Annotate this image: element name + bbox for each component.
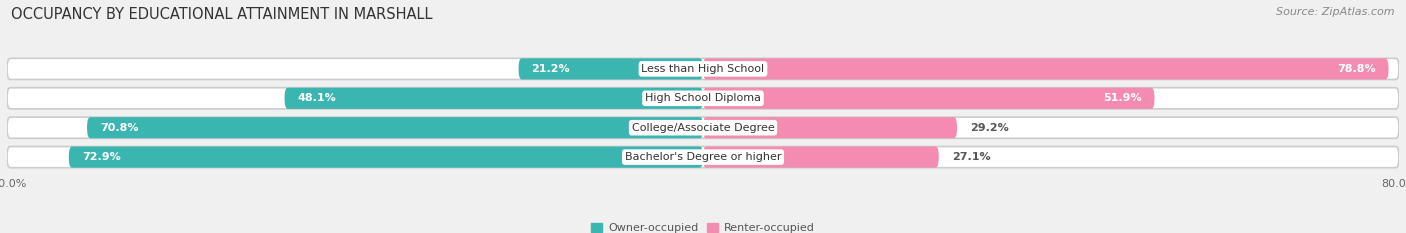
FancyBboxPatch shape	[7, 58, 1399, 79]
Text: 72.9%: 72.9%	[82, 152, 121, 162]
Text: 78.8%: 78.8%	[1337, 64, 1375, 74]
FancyBboxPatch shape	[7, 117, 1399, 138]
Text: 51.9%: 51.9%	[1102, 93, 1142, 103]
FancyBboxPatch shape	[284, 88, 703, 109]
FancyBboxPatch shape	[703, 147, 939, 168]
Text: High School Diploma: High School Diploma	[645, 93, 761, 103]
FancyBboxPatch shape	[703, 88, 1154, 109]
Text: 21.2%: 21.2%	[531, 64, 571, 74]
Text: Source: ZipAtlas.com: Source: ZipAtlas.com	[1277, 7, 1395, 17]
FancyBboxPatch shape	[703, 117, 957, 138]
Text: 29.2%: 29.2%	[970, 123, 1010, 133]
Text: 48.1%: 48.1%	[298, 93, 336, 103]
Text: College/Associate Degree: College/Associate Degree	[631, 123, 775, 133]
FancyBboxPatch shape	[69, 147, 703, 168]
Legend: Owner-occupied, Renter-occupied: Owner-occupied, Renter-occupied	[592, 223, 814, 233]
FancyBboxPatch shape	[519, 58, 703, 79]
Text: 70.8%: 70.8%	[100, 123, 139, 133]
Text: Less than High School: Less than High School	[641, 64, 765, 74]
Text: 27.1%: 27.1%	[952, 152, 990, 162]
Text: Bachelor's Degree or higher: Bachelor's Degree or higher	[624, 152, 782, 162]
FancyBboxPatch shape	[7, 88, 1399, 109]
Text: OCCUPANCY BY EDUCATIONAL ATTAINMENT IN MARSHALL: OCCUPANCY BY EDUCATIONAL ATTAINMENT IN M…	[11, 7, 433, 22]
FancyBboxPatch shape	[87, 117, 703, 138]
FancyBboxPatch shape	[703, 58, 1389, 79]
FancyBboxPatch shape	[7, 147, 1399, 168]
